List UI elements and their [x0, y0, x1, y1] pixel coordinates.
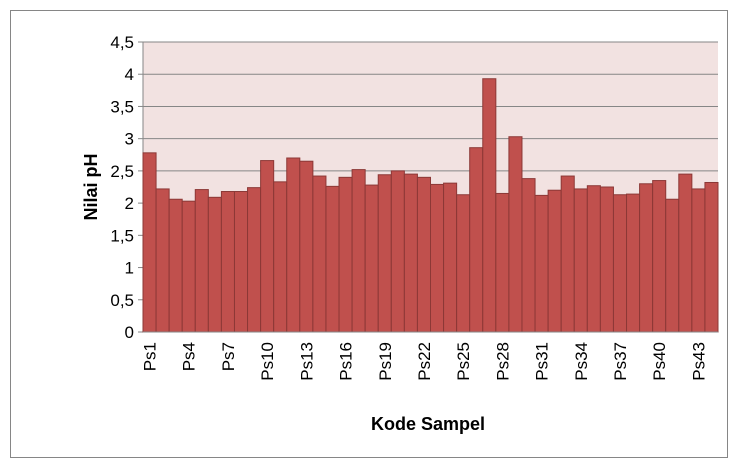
- x-axis-title: Kode Sampel: [371, 414, 485, 434]
- bar: [312, 175, 327, 333]
- x-tick-label: Ps28: [493, 342, 512, 381]
- bar: [547, 189, 562, 333]
- x-tick-label: Ps19: [376, 342, 395, 381]
- x-tick-label: Ps10: [258, 342, 277, 381]
- bar: [626, 193, 641, 333]
- bar: [573, 188, 588, 333]
- bar: [416, 176, 432, 333]
- bar: [390, 170, 405, 333]
- x-tick-label: Ps40: [650, 342, 669, 381]
- bar: [299, 160, 314, 333]
- x-tick-label: Ps31: [533, 342, 552, 381]
- bar: [377, 174, 392, 333]
- bar: [704, 181, 719, 333]
- x-tick-label: Ps37: [611, 342, 630, 381]
- bar: [521, 178, 536, 333]
- x-tick-label: Ps34: [572, 342, 591, 381]
- y-tick-label: 3: [125, 130, 134, 149]
- bar: [508, 136, 523, 333]
- bar: [652, 180, 667, 333]
- x-tick-label: Ps4: [180, 342, 199, 371]
- y-tick-label: 0,5: [110, 291, 134, 310]
- x-tick-label: Ps13: [297, 342, 316, 381]
- y-axis-title: Nilai pH: [81, 153, 101, 220]
- bar: [678, 173, 693, 333]
- bar: [247, 187, 262, 333]
- y-tick-label: 4,5: [110, 33, 134, 52]
- bar: [207, 196, 222, 333]
- bar: [495, 192, 510, 333]
- y-tick-label: 1: [125, 259, 134, 278]
- bar: [364, 184, 379, 333]
- bar: [430, 183, 445, 333]
- bar: [260, 160, 275, 333]
- y-tick-label: 4: [125, 65, 134, 84]
- bar: [612, 194, 628, 333]
- bar: [599, 186, 614, 333]
- bar: [220, 191, 235, 333]
- bar: [534, 194, 549, 333]
- bar: [639, 183, 654, 333]
- bar: [155, 188, 170, 333]
- bar: [273, 181, 288, 333]
- y-tick-label: 1,5: [110, 226, 134, 245]
- x-tick-label: Ps1: [141, 342, 160, 371]
- bar: [286, 157, 301, 333]
- bar: [586, 185, 601, 333]
- bar: [351, 169, 366, 333]
- bar: [482, 78, 497, 333]
- y-tick-label: 2,5: [110, 162, 134, 181]
- x-tick-label: Ps25: [454, 342, 473, 381]
- bar: [469, 147, 484, 333]
- bar: [665, 198, 680, 333]
- bar: [338, 176, 353, 333]
- x-tick-label: Ps43: [689, 342, 708, 381]
- bar: [194, 189, 209, 333]
- y-tick-label: 0: [125, 323, 134, 342]
- bar: [691, 188, 706, 333]
- x-tick-label: Ps7: [219, 342, 238, 371]
- bar: [325, 185, 340, 333]
- x-tick-label: Ps22: [415, 342, 434, 381]
- y-tick-label: 2: [125, 194, 134, 213]
- bar: [142, 152, 157, 333]
- bar: [233, 191, 249, 333]
- bar: [560, 175, 575, 333]
- bar: [181, 200, 196, 333]
- y-tick-label: 3,5: [110, 97, 134, 116]
- bar: [403, 173, 418, 333]
- bar: [456, 194, 471, 333]
- bar: [443, 182, 458, 333]
- bar: [168, 198, 183, 333]
- x-tick-label: Ps16: [337, 342, 356, 381]
